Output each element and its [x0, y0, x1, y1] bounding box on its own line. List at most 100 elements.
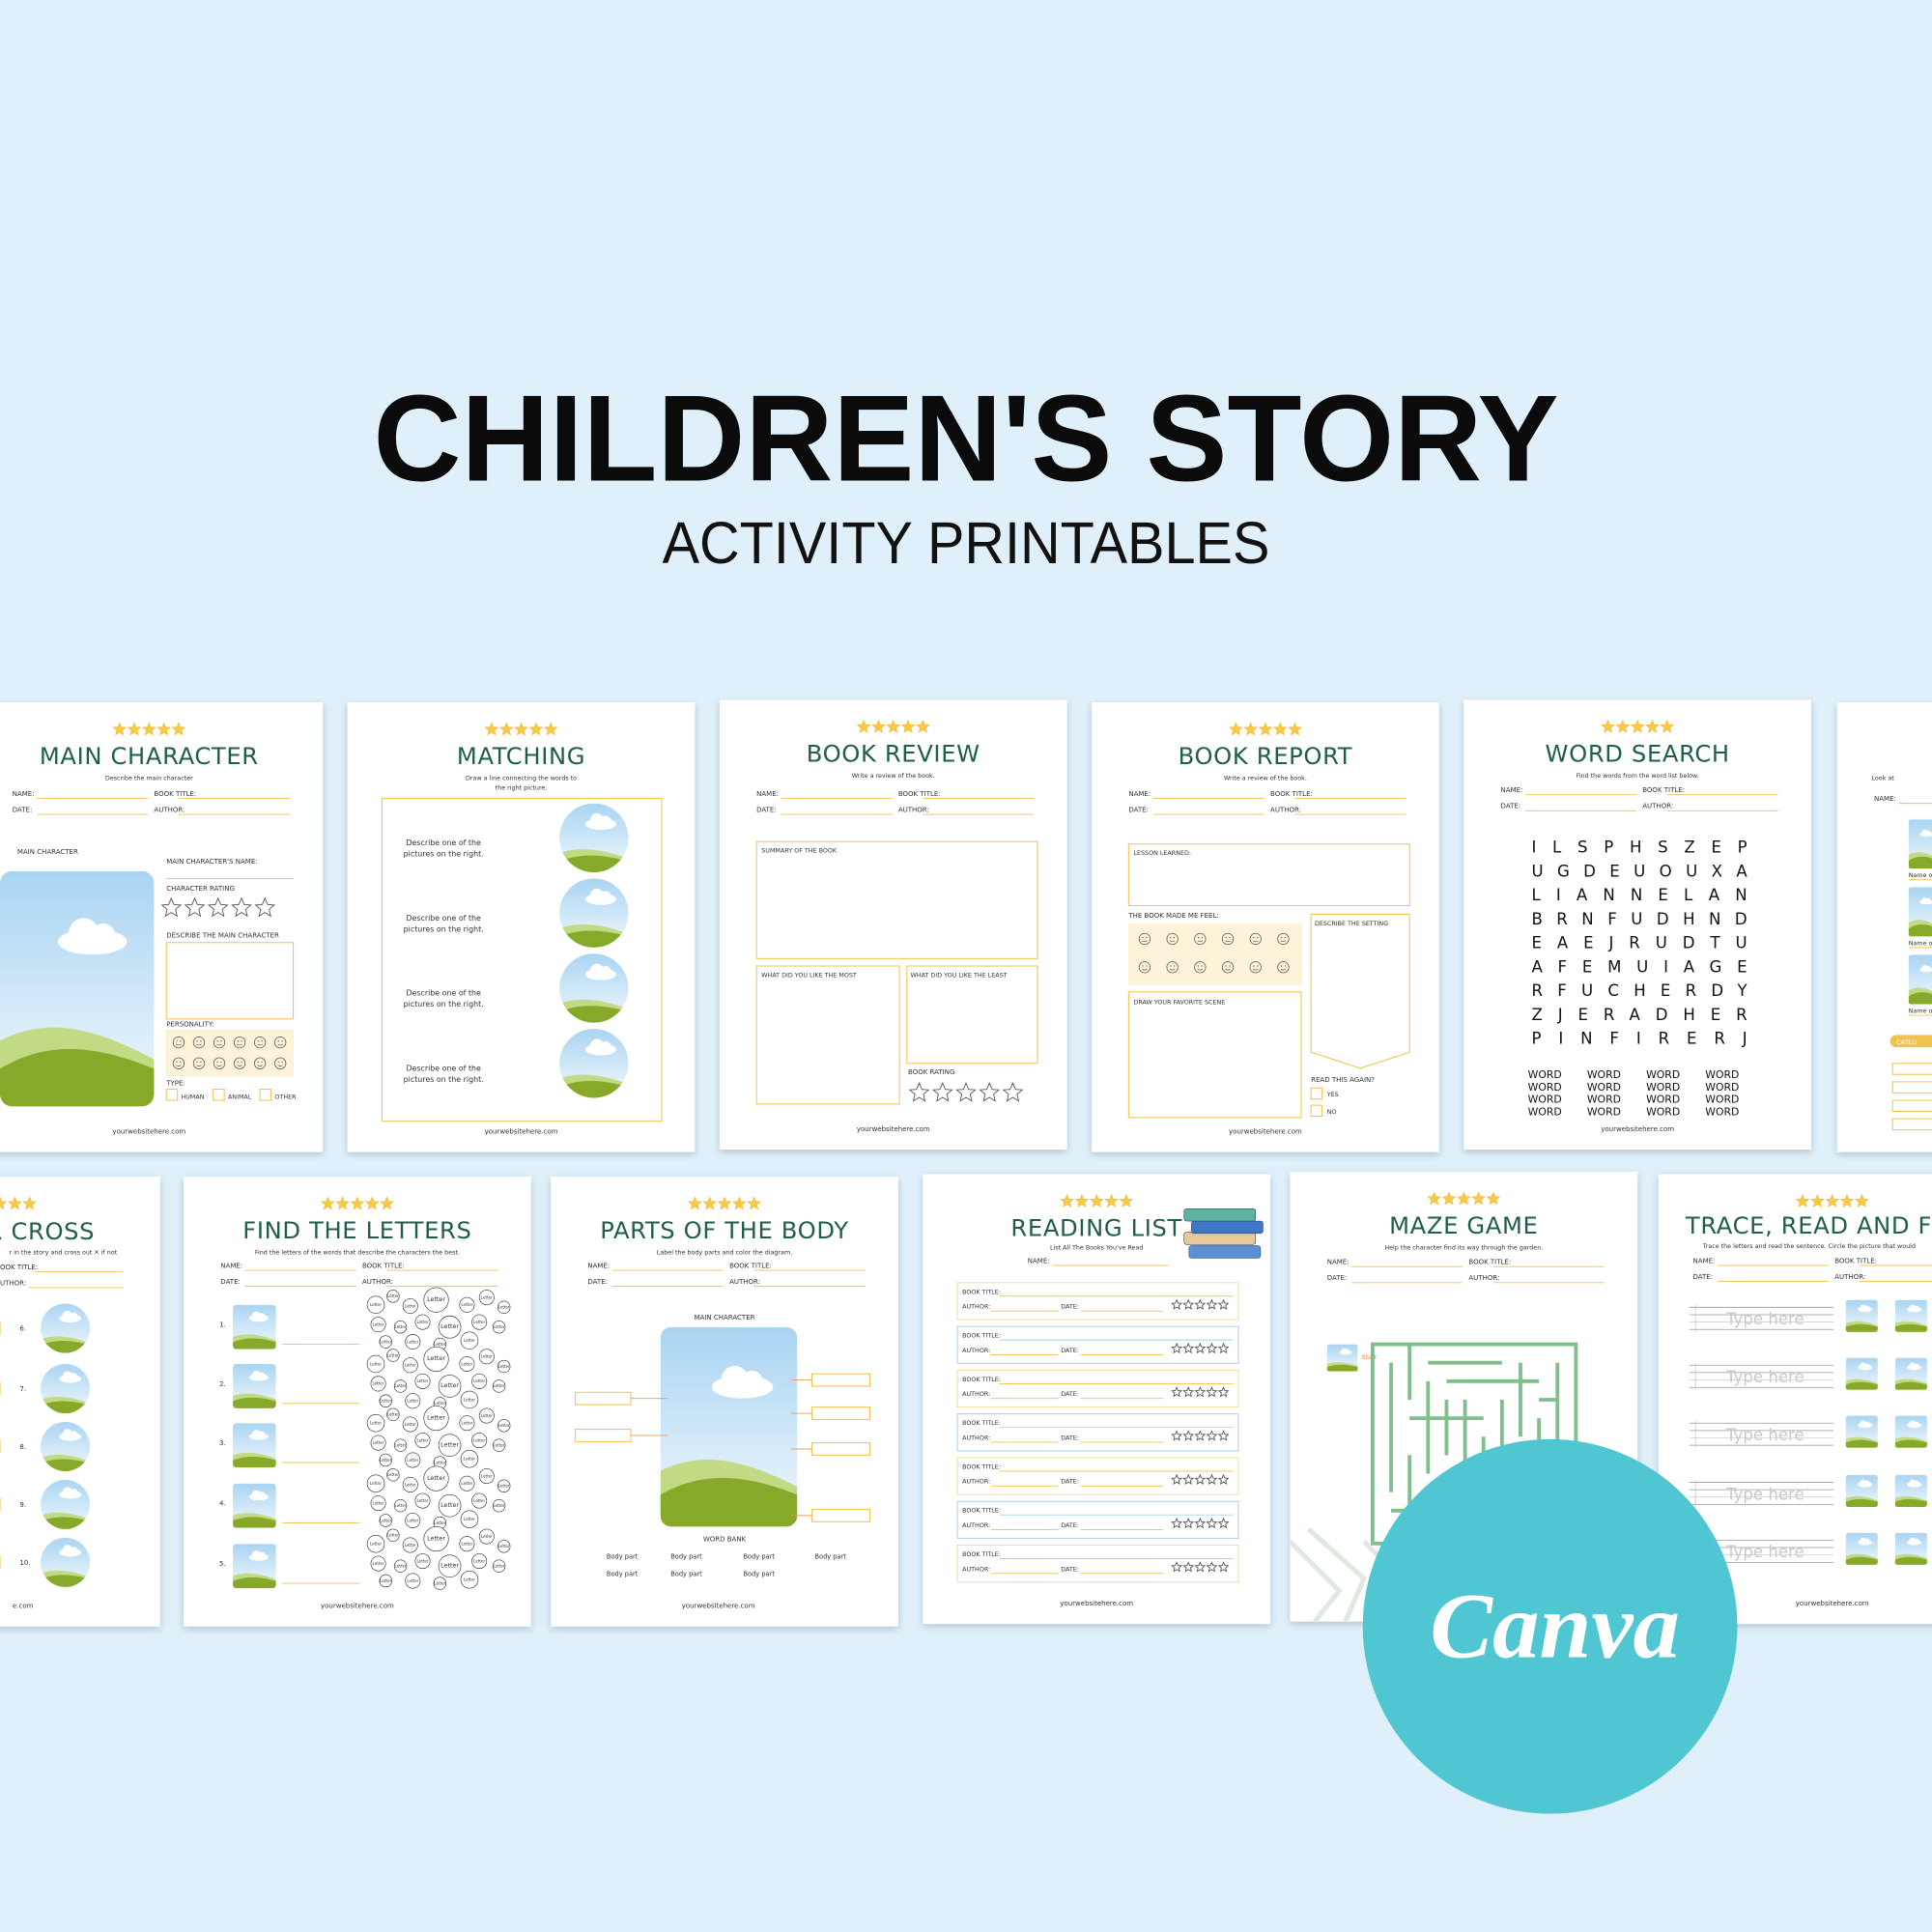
letter-bubble	[492, 1321, 506, 1334]
label: Letter	[440, 1501, 459, 1509]
cloud	[1864, 1305, 1870, 1311]
star	[1171, 1517, 1183, 1529]
cloud	[62, 1545, 72, 1555]
box	[1127, 991, 1302, 1119]
letter-bubble	[402, 1416, 418, 1433]
label: DESCRIBE THE MAIN CHARACTER	[166, 931, 279, 940]
label: Letter	[387, 1293, 399, 1298]
cloud	[1860, 1362, 1867, 1369]
box	[165, 942, 295, 1020]
emoji-eye	[1173, 965, 1176, 967]
star	[688, 1196, 702, 1210]
hill-front	[1845, 1498, 1878, 1507]
picture	[1845, 1357, 1878, 1390]
label: 2.	[219, 1379, 226, 1388]
star	[979, 1082, 1001, 1102]
letter-bubble	[366, 1354, 385, 1374]
word: WORD	[1646, 1105, 1680, 1118]
emoji-eye	[1197, 965, 1200, 967]
star	[702, 1196, 717, 1210]
cloud	[1864, 1480, 1870, 1486]
emoji-eye	[261, 1040, 263, 1042]
card-subtitle: Label the body parts and color the diagr…	[657, 1248, 792, 1256]
card-subtitle: Draw a line connecting the words to	[466, 774, 577, 781]
label: Describe one of the	[406, 838, 481, 847]
printable-card: MATCHING Draw a line connecting the words…	[347, 702, 696, 1152]
star	[1206, 1561, 1218, 1573]
star	[1206, 1298, 1218, 1310]
label: Letter	[427, 1295, 445, 1303]
main-subtitle: ACTIVITY PRINTABLES	[663, 510, 1270, 576]
star	[1427, 1191, 1441, 1206]
label: NAME:	[1028, 1256, 1050, 1264]
letter-bubble	[414, 1553, 431, 1570]
letter-bubble	[393, 1498, 408, 1513]
label: Letter	[481, 1413, 493, 1418]
printable-card: Look at NAME: Name of t Name of t Name of t C…	[1836, 702, 1932, 1152]
star	[364, 1196, 380, 1210]
star	[8, 1196, 22, 1210]
emoji-eye	[257, 1040, 259, 1042]
label: Letter	[473, 1320, 485, 1324]
emoji-eye	[1142, 937, 1144, 939]
letter-bubble	[370, 1495, 386, 1512]
field-label: NAME:	[220, 1262, 242, 1270]
star	[1272, 722, 1288, 736]
label: AUTHOR:	[962, 1565, 990, 1573]
letter-bubble	[414, 1373, 431, 1389]
star	[127, 722, 142, 736]
star	[380, 1196, 394, 1210]
label: BOOK TITLE:	[962, 1288, 1001, 1295]
label: Letter	[394, 1324, 406, 1329]
emoji	[1249, 932, 1262, 946]
emoji-eye	[1170, 965, 1172, 967]
emoji-eye	[1146, 937, 1148, 939]
picture	[1894, 1357, 1927, 1390]
cloud	[589, 1038, 604, 1053]
letter-bubble	[471, 1433, 488, 1449]
label: 5.	[219, 1559, 226, 1568]
cloud	[1925, 966, 1931, 971]
picture	[233, 1544, 276, 1589]
emoji	[192, 1057, 206, 1069]
letter-bubble	[497, 1300, 511, 1315]
emoji-eye	[1170, 937, 1172, 939]
footer: e.com	[13, 1602, 34, 1610]
star	[142, 722, 156, 736]
letter-bubble	[438, 1554, 462, 1577]
field-label: BOOK TITLE:	[1834, 1256, 1877, 1264]
picture	[1894, 1532, 1927, 1565]
word: WORD	[1646, 1094, 1680, 1106]
label: Body part	[607, 1553, 639, 1561]
box	[1891, 1081, 1932, 1094]
emoji-mouth	[216, 1043, 222, 1046]
cloud	[70, 1431, 78, 1439]
word: WORD	[1587, 1094, 1621, 1106]
star	[1839, 1193, 1855, 1208]
picture	[41, 1537, 91, 1587]
picture	[1908, 819, 1932, 869]
picture	[559, 1029, 629, 1098]
emoji-eye	[1229, 937, 1231, 939]
card-page	[1463, 699, 1811, 1151]
emoji-eye	[1253, 937, 1255, 939]
field-label: AUTHOR:	[1270, 806, 1301, 814]
label: Letter	[387, 1412, 399, 1417]
letter-bubble	[386, 1528, 400, 1542]
letter-bubble	[423, 1406, 449, 1432]
label: Letter	[473, 1558, 485, 1563]
emoji-eye	[1257, 937, 1259, 939]
cloud	[251, 1430, 261, 1438]
label: Letter	[416, 1498, 428, 1503]
star	[320, 1196, 335, 1210]
label: Body part	[670, 1553, 702, 1561]
star	[1217, 1342, 1230, 1354]
cloud	[1909, 1537, 1917, 1545]
cloud	[70, 1373, 78, 1381]
star	[350, 1196, 365, 1210]
star	[498, 722, 514, 736]
letter-bubble	[471, 1373, 488, 1389]
field-label: BOOK TITLE:	[362, 1262, 405, 1270]
star	[1171, 1430, 1183, 1441]
emoji	[172, 1057, 185, 1069]
